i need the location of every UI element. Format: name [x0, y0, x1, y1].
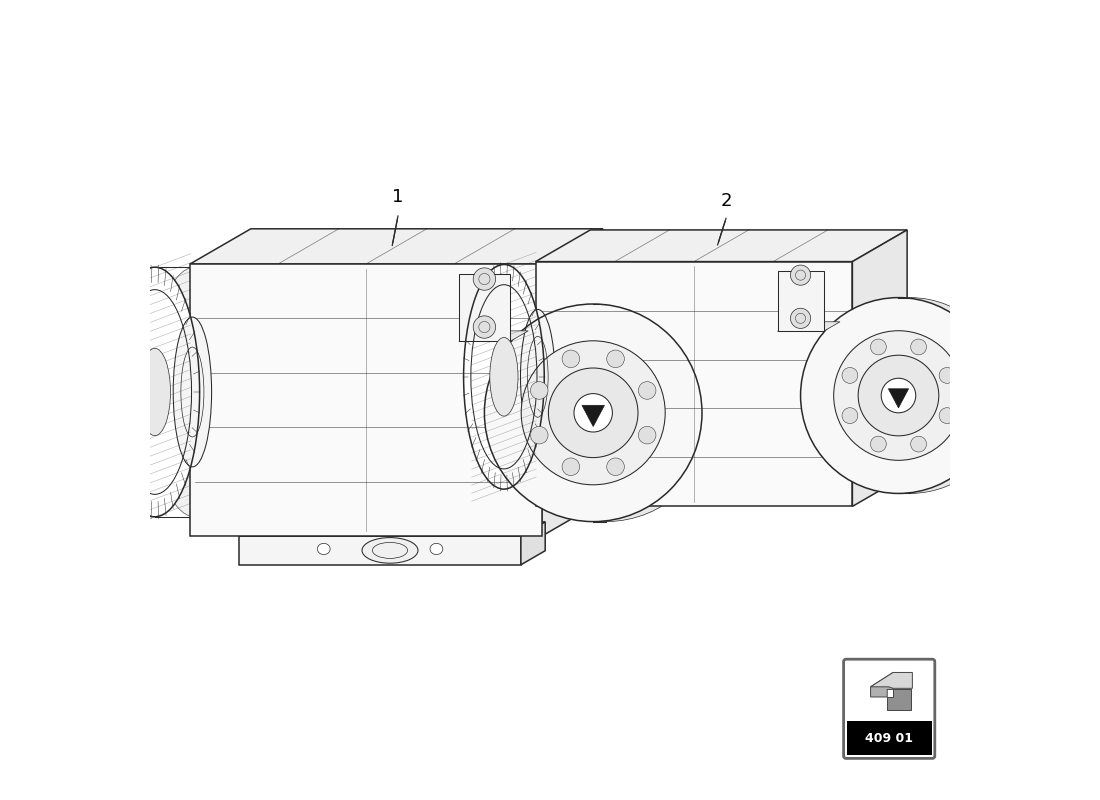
Polygon shape	[582, 406, 604, 426]
Ellipse shape	[173, 317, 211, 467]
Ellipse shape	[607, 458, 625, 475]
Bar	[847, 722, 932, 755]
Polygon shape	[778, 322, 840, 331]
FancyBboxPatch shape	[844, 659, 935, 758]
Ellipse shape	[791, 265, 811, 286]
Ellipse shape	[574, 394, 613, 432]
Polygon shape	[240, 522, 546, 536]
Ellipse shape	[463, 265, 544, 489]
Ellipse shape	[870, 339, 887, 355]
Ellipse shape	[526, 378, 558, 448]
Ellipse shape	[870, 436, 887, 452]
Ellipse shape	[430, 543, 443, 554]
Ellipse shape	[318, 543, 330, 554]
Polygon shape	[459, 274, 510, 342]
Polygon shape	[536, 262, 852, 506]
Polygon shape	[190, 229, 603, 264]
Polygon shape	[542, 229, 603, 536]
Polygon shape	[190, 264, 542, 536]
Ellipse shape	[530, 426, 548, 444]
Ellipse shape	[638, 382, 656, 399]
Polygon shape	[459, 331, 528, 342]
Polygon shape	[240, 536, 521, 565]
Ellipse shape	[858, 355, 938, 436]
Ellipse shape	[838, 364, 867, 427]
Ellipse shape	[549, 368, 638, 458]
Ellipse shape	[607, 350, 625, 368]
Ellipse shape	[490, 338, 518, 416]
Ellipse shape	[562, 458, 580, 475]
Ellipse shape	[812, 298, 1008, 494]
Polygon shape	[889, 389, 909, 408]
Polygon shape	[536, 230, 907, 262]
Ellipse shape	[911, 436, 926, 452]
Text: 2: 2	[720, 192, 732, 210]
Ellipse shape	[939, 408, 955, 423]
Ellipse shape	[484, 304, 702, 522]
Ellipse shape	[530, 382, 548, 399]
Polygon shape	[778, 271, 824, 331]
Ellipse shape	[150, 267, 240, 517]
Polygon shape	[852, 230, 907, 506]
Ellipse shape	[110, 267, 199, 517]
Ellipse shape	[521, 341, 666, 485]
Ellipse shape	[842, 408, 858, 423]
Polygon shape	[888, 690, 911, 710]
Text: 409 01: 409 01	[866, 732, 913, 745]
Ellipse shape	[562, 350, 580, 368]
Ellipse shape	[473, 268, 496, 290]
Text: 1: 1	[393, 188, 404, 206]
Ellipse shape	[499, 265, 580, 489]
Ellipse shape	[520, 310, 556, 444]
Polygon shape	[521, 522, 546, 565]
Ellipse shape	[791, 308, 811, 329]
Ellipse shape	[911, 339, 926, 355]
Ellipse shape	[939, 367, 955, 383]
Ellipse shape	[881, 378, 916, 413]
Ellipse shape	[139, 348, 170, 436]
Ellipse shape	[834, 330, 964, 460]
Ellipse shape	[801, 298, 997, 494]
Ellipse shape	[362, 538, 418, 563]
Polygon shape	[870, 673, 893, 697]
Ellipse shape	[473, 316, 496, 338]
Ellipse shape	[842, 367, 858, 383]
Polygon shape	[870, 673, 912, 688]
Ellipse shape	[638, 426, 656, 444]
Ellipse shape	[497, 304, 715, 522]
